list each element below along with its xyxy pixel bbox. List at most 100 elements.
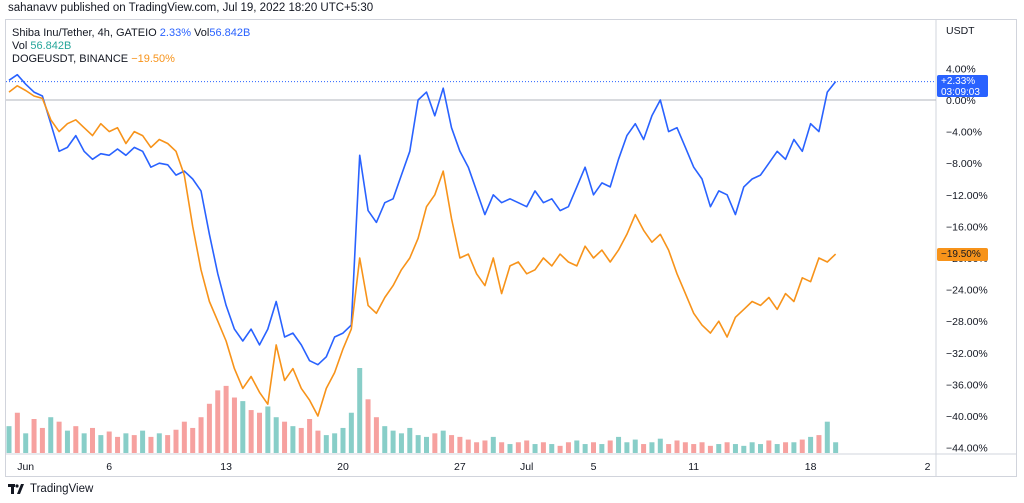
volume-bar <box>741 445 747 453</box>
volume-bar <box>457 436 463 453</box>
volume-bar <box>332 433 338 453</box>
volume-bar <box>540 442 546 453</box>
volume-bar <box>73 426 79 453</box>
x-tick-label: 18 <box>805 461 817 473</box>
legend-main-vol-label: Vol <box>194 27 210 39</box>
volume-bar <box>115 436 121 453</box>
volume-bar <box>140 430 146 453</box>
volume-bar <box>373 417 379 453</box>
y-tick-label: −40.00% <box>946 411 988 423</box>
y-tick-label: −32.00% <box>946 348 988 360</box>
volume-bar <box>148 436 154 453</box>
legend-main-change: 2.33% <box>159 27 191 39</box>
volume-bar <box>98 435 104 453</box>
legend-compare-symbol: DOGEUSDT, BINANCE <box>12 53 129 65</box>
volume-bar <box>173 429 179 453</box>
x-tick-label: 6 <box>106 461 112 473</box>
volume-bar <box>198 417 204 453</box>
volume-bar <box>833 442 839 453</box>
volume-bar <box>307 419 313 453</box>
y-tick-label: −28.00% <box>946 316 988 328</box>
volume-bar <box>524 440 530 453</box>
price-axis-currency: USDT <box>946 25 975 37</box>
volume-bar <box>808 436 814 453</box>
legend-compare-change: −19.50% <box>131 53 175 65</box>
volume-bar <box>599 444 605 453</box>
y-tick-label: −36.00% <box>946 379 988 391</box>
volume-bar <box>732 444 738 453</box>
volume-bar <box>507 444 513 453</box>
x-tick-label: 27 <box>454 461 466 473</box>
volume-bar <box>641 444 647 453</box>
price-badge-shib: +2.33% 03:09:03 <box>937 75 988 98</box>
y-tick-label: −8.00% <box>946 158 982 170</box>
volume-bar <box>766 440 772 453</box>
volume-bar <box>257 412 262 453</box>
volume-bar <box>783 442 789 453</box>
series-line-doge <box>8 85 837 417</box>
volume-bar <box>298 427 304 453</box>
volume-bar <box>390 430 396 453</box>
legend-vol-label: Vol <box>12 40 28 52</box>
chart-canvas[interactable]: 4.00%0.00%−4.00%−8.00%−12.00%−16.00%−20.… <box>6 20 1016 476</box>
volume-bar <box>365 399 371 453</box>
volume-bar <box>465 439 471 453</box>
volume-bar <box>348 412 354 453</box>
volume-bar <box>816 435 822 453</box>
volume-bar <box>156 433 162 453</box>
volume-bar <box>549 444 555 453</box>
volume-bar <box>81 433 87 453</box>
x-tick-label: 13 <box>220 461 232 473</box>
volume-bar <box>290 426 296 453</box>
y-tick-label: −4.00% <box>946 127 982 139</box>
legend-main-symbol: Shiba Inu/Tether, 4h, GATEIO <box>12 27 157 39</box>
y-tick-label: 4.00% <box>946 63 976 75</box>
volume-bar <box>357 368 363 453</box>
volume-bar <box>39 427 45 453</box>
volume-bar <box>23 433 29 453</box>
volume-bar <box>31 419 37 453</box>
volume-bar <box>106 431 112 453</box>
volume-bar <box>382 426 388 453</box>
volume-bar <box>240 401 246 453</box>
volume-bar <box>282 421 288 453</box>
volume-bar <box>440 430 446 453</box>
volume-bar <box>90 427 95 453</box>
volume-bar <box>682 442 688 453</box>
legend-main-row[interactable]: Shiba Inu/Tether, 4h, GATEIO 2.33% Vol56… <box>12 26 250 39</box>
volume-bar <box>340 427 346 453</box>
volume-bar <box>432 433 438 453</box>
volume-bar <box>449 435 455 453</box>
volume-bar <box>215 390 221 453</box>
volume-bar <box>415 435 421 453</box>
chart-frame[interactable]: 4.00%0.00%−4.00%−8.00%−12.00%−16.00%−20.… <box>5 19 1017 477</box>
y-tick-label: −44.00% <box>946 443 988 455</box>
volume-bar <box>824 421 830 453</box>
volume-bar <box>616 436 622 453</box>
x-tick-label: 11 <box>688 461 699 473</box>
volume-bar <box>315 430 321 453</box>
volume-bar <box>591 442 596 453</box>
volume-bar <box>707 445 713 453</box>
volume-bar <box>565 442 571 453</box>
volume-bar <box>515 442 521 453</box>
y-tick-label: −16.00% <box>946 221 988 233</box>
volume-bar <box>557 445 563 453</box>
volume-bar <box>14 412 20 453</box>
volume-bar <box>123 433 129 453</box>
legend-vol-row[interactable]: Vol 56.842B <box>12 39 250 52</box>
tradingview-logo-icon <box>8 483 24 494</box>
volume-bar <box>248 410 254 453</box>
x-tick-label: Jul <box>520 461 533 473</box>
footer-brand[interactable]: TradingView <box>8 483 93 495</box>
volume-bar <box>691 444 697 453</box>
legend-main-vol-value: 56.842B <box>209 27 251 39</box>
volume-bar <box>499 442 505 453</box>
volume-bar <box>774 444 780 453</box>
legend-compare-row[interactable]: DOGEUSDT, BINANCE −19.50% <box>12 52 250 65</box>
series-line-shib <box>8 73 837 366</box>
volume-bar <box>758 444 763 453</box>
volume-bar <box>206 403 212 453</box>
volume-bar <box>131 435 137 453</box>
volume-bar <box>190 427 196 453</box>
